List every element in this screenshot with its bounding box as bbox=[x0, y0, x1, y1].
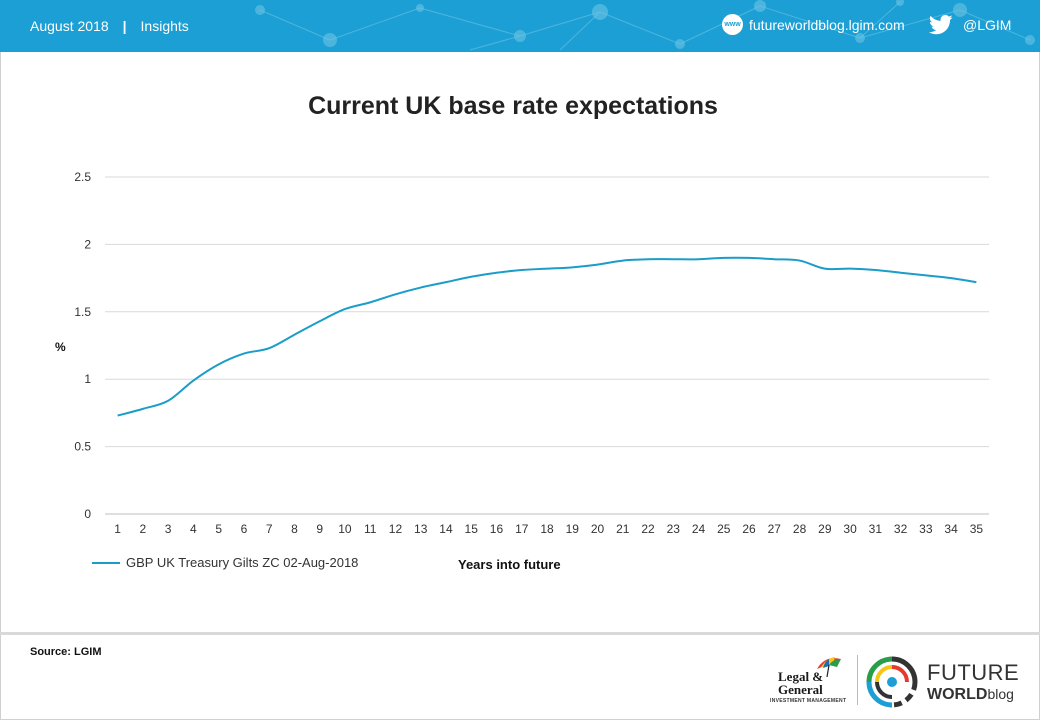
source-note: Source: LGIM bbox=[30, 646, 102, 658]
twitter-link[interactable]: @LGIM bbox=[929, 15, 1011, 35]
x-tick-label: 6 bbox=[241, 522, 248, 536]
website-link[interactable]: www futureworldblog.lgim.com bbox=[722, 14, 905, 35]
x-tick-label: 20 bbox=[591, 522, 605, 536]
logo-divider bbox=[857, 655, 858, 705]
x-tick-label: 23 bbox=[667, 522, 681, 536]
chart-title: Current UK base rate expectations bbox=[308, 92, 718, 120]
x-tick-label: 24 bbox=[692, 522, 706, 536]
x-tick-label: 34 bbox=[944, 522, 958, 536]
x-tick-label: 25 bbox=[717, 522, 731, 536]
x-tick-label: 29 bbox=[818, 522, 832, 536]
x-tick-label: 32 bbox=[894, 522, 908, 536]
x-tick-label: 11 bbox=[364, 522, 377, 536]
x-tick-label: 14 bbox=[439, 522, 453, 536]
header-section[interactable]: Insights bbox=[140, 18, 189, 34]
y-tick-label: 2.5 bbox=[74, 170, 91, 184]
future-world-rings-icon bbox=[866, 656, 918, 708]
lg-wordmark: Legal & General bbox=[778, 670, 823, 696]
y-tick-label: 2 bbox=[84, 237, 91, 251]
lg-line1: Legal & bbox=[778, 669, 824, 684]
x-tick-label: 17 bbox=[515, 522, 529, 536]
x-tick-label: 16 bbox=[490, 522, 504, 536]
x-tick-label: 22 bbox=[641, 522, 655, 536]
x-tick-label: 9 bbox=[316, 522, 323, 536]
future-world-blog: blog bbox=[987, 686, 1014, 702]
website-url[interactable]: futureworldblog.lgim.com bbox=[749, 16, 905, 33]
x-tick-label: 21 bbox=[616, 522, 630, 536]
footer-divider bbox=[0, 632, 1040, 635]
legend-label: GBP UK Treasury Gilts ZC 02-Aug-2018 bbox=[126, 555, 359, 570]
series-line bbox=[117, 256, 977, 417]
x-tick-label: 4 bbox=[190, 522, 197, 536]
x-tick-label: 15 bbox=[465, 522, 479, 536]
future-world-line1: FUTURE bbox=[927, 660, 1020, 685]
x-tick-label: 8 bbox=[291, 522, 298, 536]
y-axis-title: % bbox=[55, 340, 66, 354]
line-chart: 00.511.522.51 2 3 4 5 6 7 8 9 10 11 12 13 14 15 16 17 18 1… bbox=[74, 170, 989, 536]
x-tick-label: 19 bbox=[566, 522, 580, 536]
y-tick-label: 1 bbox=[84, 372, 91, 386]
x-tick-label: 28 bbox=[793, 522, 807, 536]
chart-legend: GBP UK Treasury Gilts ZC 02-Aug-2018 bbox=[92, 555, 358, 570]
x-tick-label: 10 bbox=[338, 522, 352, 536]
x-tick-label: 35 bbox=[970, 522, 984, 536]
globe-www-icon: www bbox=[722, 14, 743, 35]
x-tick-label: 1 bbox=[114, 522, 121, 536]
y-tick-label: 0 bbox=[84, 507, 91, 521]
x-axis-title: Years into future bbox=[458, 557, 561, 572]
x-tick-label: 3 bbox=[165, 522, 172, 536]
legal-general-umbrella-icon bbox=[817, 657, 841, 677]
y-tick-label: 1.5 bbox=[74, 305, 91, 319]
x-tick-label: 7 bbox=[266, 522, 273, 536]
x-tick-label: 30 bbox=[843, 522, 857, 536]
x-tick-label: 13 bbox=[414, 522, 428, 536]
x-tick-label: 31 bbox=[869, 522, 883, 536]
x-tick-label: 26 bbox=[742, 522, 756, 536]
header-separator: | bbox=[122, 18, 127, 34]
lg-subtitle: INVESTMENT MANAGEMENT bbox=[770, 698, 847, 704]
x-tick-label: 27 bbox=[768, 522, 782, 536]
x-tick-label: 33 bbox=[919, 522, 933, 536]
header-date: August 2018 bbox=[30, 18, 109, 34]
header-bar: August 2018 | Insights www futureworldblog… bbox=[0, 0, 1040, 52]
twitter-bird-icon bbox=[929, 15, 953, 35]
y-tick-label: 0.5 bbox=[74, 440, 91, 454]
legend-line-swatch bbox=[92, 561, 120, 564]
future-world-line2: WORLDblog bbox=[927, 686, 1014, 704]
network-pattern bbox=[255, 0, 1035, 51]
x-tick-label: 2 bbox=[140, 522, 147, 536]
future-world-word: WORLD bbox=[927, 686, 988, 703]
x-tick-label: 12 bbox=[389, 522, 403, 536]
twitter-handle[interactable]: @LGIM bbox=[963, 17, 1012, 33]
x-tick-label: 5 bbox=[215, 522, 222, 536]
lg-line2: General bbox=[778, 682, 823, 697]
x-tick-label: 18 bbox=[540, 522, 554, 536]
